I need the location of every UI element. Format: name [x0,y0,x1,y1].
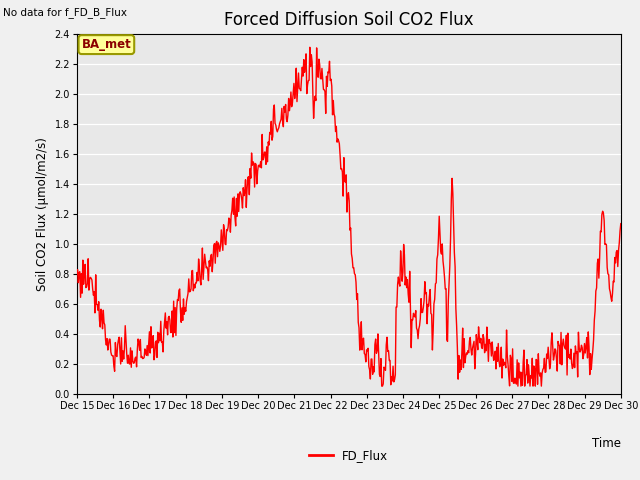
Title: Forced Diffusion Soil CO2 Flux: Forced Diffusion Soil CO2 Flux [224,11,474,29]
Text: No data for f_FD_B_Flux: No data for f_FD_B_Flux [3,7,127,18]
Legend: FD_Flux: FD_Flux [305,444,393,467]
Y-axis label: Soil CO2 Flux (μmol/m2/s): Soil CO2 Flux (μmol/m2/s) [36,137,49,290]
Text: Time: Time [592,437,621,450]
Text: BA_met: BA_met [81,38,131,51]
